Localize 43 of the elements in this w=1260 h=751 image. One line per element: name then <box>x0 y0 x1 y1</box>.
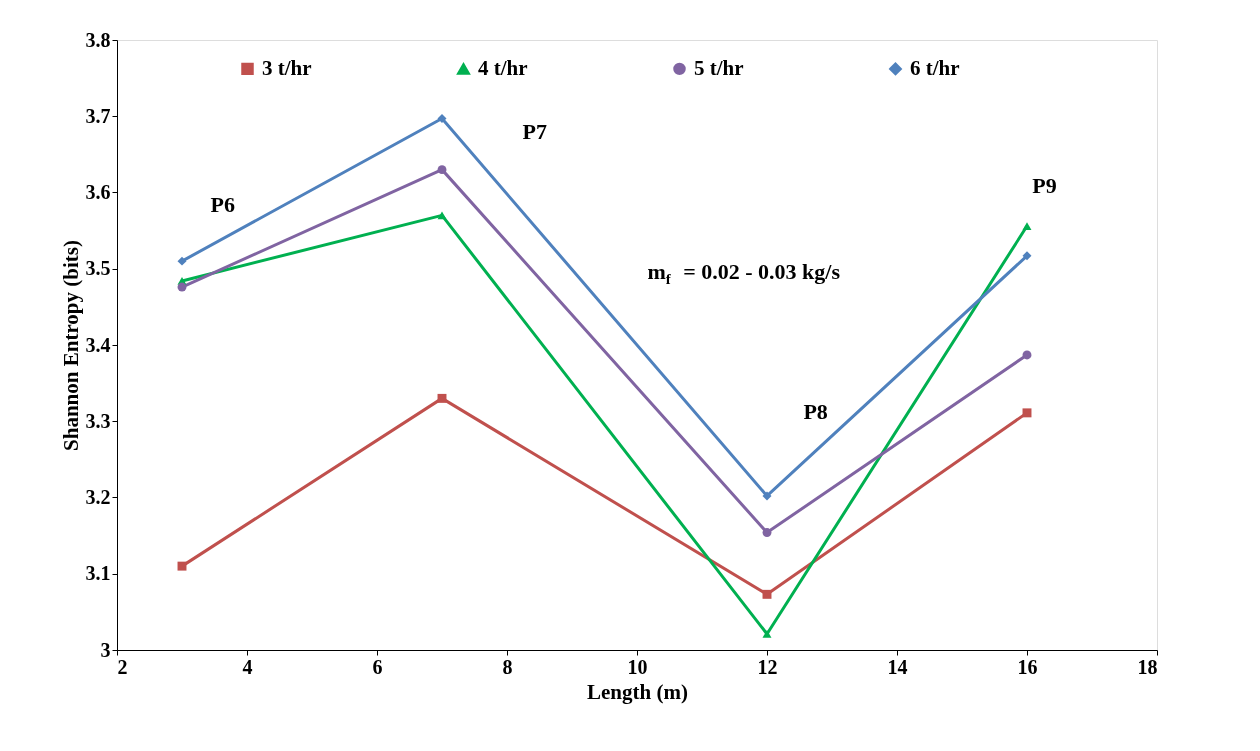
point <box>437 211 447 220</box>
y-tick-label: 3.3 <box>85 409 111 432</box>
y-tick-label: 3.4 <box>85 333 111 356</box>
x-tick-label: 18 <box>1137 655 1158 678</box>
annotation: P8 <box>803 399 828 425</box>
point <box>762 589 772 599</box>
point <box>1022 222 1032 230</box>
y-tick-label: 3.5 <box>85 257 111 280</box>
x-tick-label: 16 <box>1017 655 1038 678</box>
x-tick-label: 10 <box>627 655 648 678</box>
x-axis-title: Length (m) <box>587 679 688 704</box>
legend-label: 5 t/hr <box>694 55 744 80</box>
y-tick-label: 3.2 <box>85 486 111 508</box>
annotation: P9 <box>1032 173 1057 199</box>
y-axis-title: Shannon Entropy (bits) <box>58 240 83 451</box>
point <box>762 630 772 638</box>
point <box>1022 350 1032 360</box>
point <box>437 165 447 175</box>
point <box>437 114 447 124</box>
point <box>1022 251 1032 261</box>
x-tick-label: 4 <box>242 655 253 678</box>
point <box>437 393 447 403</box>
legend-label: 4 t/hr <box>478 56 528 81</box>
annotation: P7 <box>522 118 548 144</box>
x-tick-label: 14 <box>887 655 908 678</box>
x-tick-label: 2 <box>117 655 128 678</box>
y-tick-label: 3.8 <box>85 28 111 51</box>
y-tick-label: 3 <box>100 638 111 661</box>
point <box>762 491 772 501</box>
x-tick-label: 12 <box>757 655 778 678</box>
y-tick-label: 3.7 <box>85 104 111 127</box>
x-tick-label: 6 <box>372 655 383 678</box>
legend-label: 6 t/hr <box>910 55 960 80</box>
y-tick-label: 3.6 <box>85 181 111 203</box>
legend-label: 3 t/hr <box>262 55 312 80</box>
point <box>177 256 187 266</box>
y-tick-label: 3.1 <box>85 562 111 585</box>
point <box>762 528 772 538</box>
x-tick-label: 8 <box>502 655 513 678</box>
point <box>177 561 187 571</box>
point <box>177 282 187 292</box>
annotation: P6 <box>210 191 236 217</box>
point <box>1022 408 1032 418</box>
